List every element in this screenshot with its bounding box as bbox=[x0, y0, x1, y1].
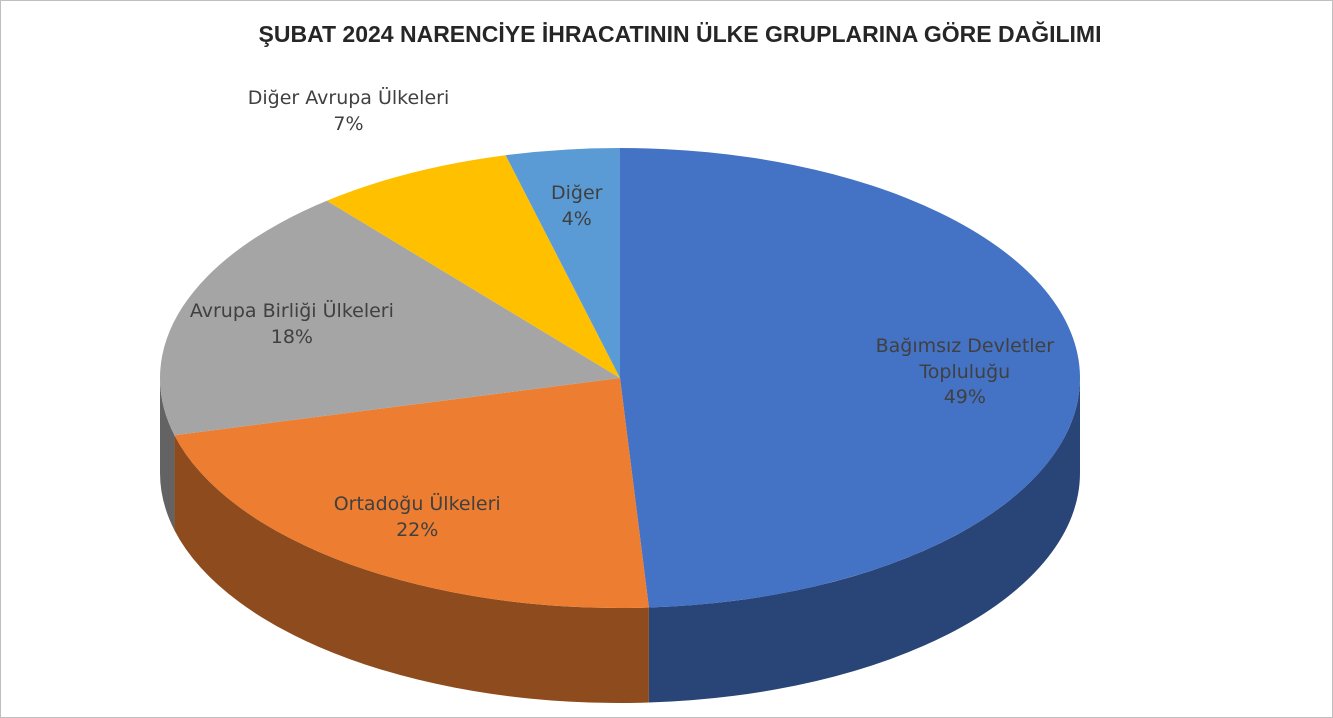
label-name: Avrupa Birliği Ülkeleri bbox=[189, 300, 394, 323]
label-value: 4% bbox=[561, 207, 592, 230]
slice bbox=[505, 148, 620, 378]
slice-side bbox=[648, 378, 1080, 703]
slice bbox=[620, 148, 1080, 608]
data-label: Ortadoğu Ülkeleri 22% bbox=[292, 473, 542, 563]
slice-side bbox=[160, 378, 175, 531]
slice bbox=[174, 378, 649, 608]
label-box: Diğer Avrupa Ülkeleri 7% bbox=[224, 67, 474, 157]
label-name: Ortadoğu Ülkeleri bbox=[333, 492, 501, 515]
label-value: 49% bbox=[943, 386, 986, 409]
label-name: Diğer bbox=[551, 182, 603, 205]
label-value: 7% bbox=[333, 112, 364, 135]
data-label: Bağımsız Devletler Topluluğu 49% bbox=[840, 328, 1090, 418]
label-name: Bağımsız Devletler Topluluğu bbox=[875, 335, 1055, 383]
label-value: 22% bbox=[396, 518, 439, 541]
slice bbox=[326, 155, 620, 378]
label-box: Avrupa Birliği Ülkeleri 18% bbox=[167, 280, 417, 370]
data-label: Diğer Avrupa Ülkeleri 7% bbox=[224, 67, 474, 157]
slice-side bbox=[174, 435, 649, 703]
chart-title: ŞUBAT 2024 NARENCİYE İHRACATININ ÜLKE GR… bbox=[259, 20, 1102, 47]
label-name: Diğer Avrupa Ülkeleri bbox=[247, 86, 450, 109]
label-value: 18% bbox=[270, 325, 313, 348]
label-box: Diğer 4% bbox=[452, 162, 702, 252]
slice bbox=[160, 200, 621, 436]
label-box: Bağımsız Devletler Topluluğu 49% bbox=[840, 328, 1090, 418]
label-box: Ortadoğu Ülkeleri 22% bbox=[292, 473, 542, 563]
